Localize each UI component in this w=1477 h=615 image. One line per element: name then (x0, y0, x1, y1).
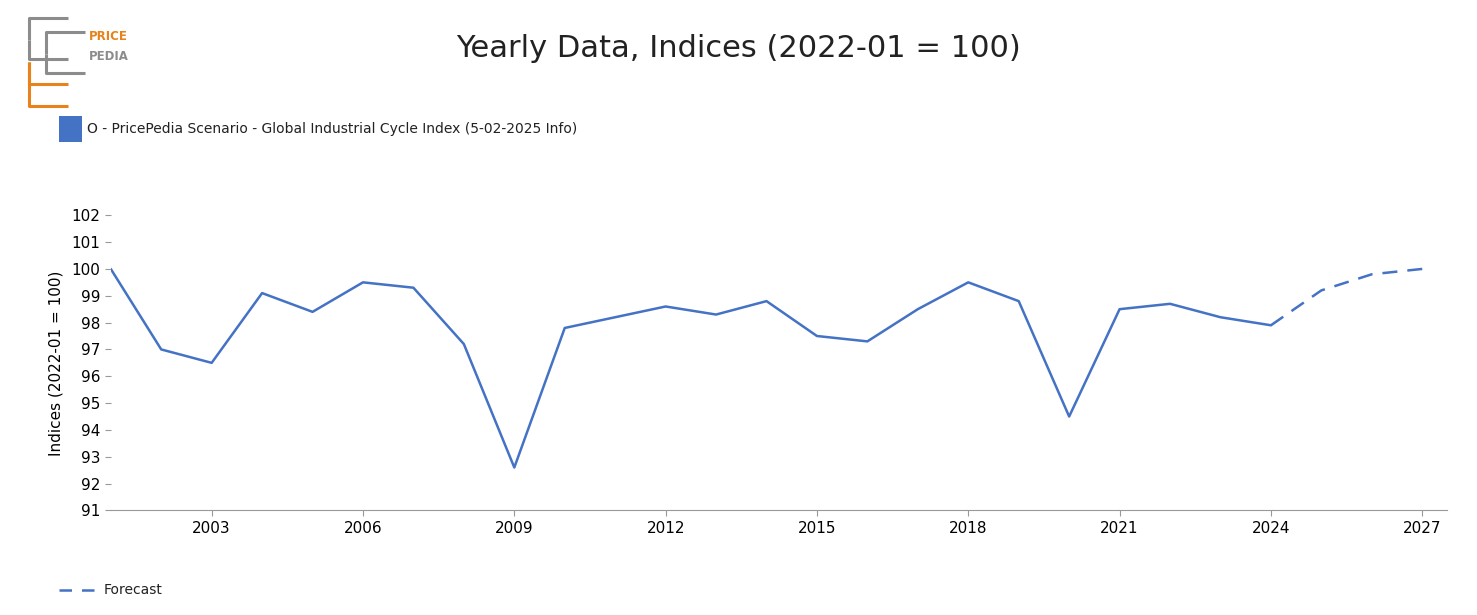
Text: Forecast: Forecast (103, 584, 162, 597)
Text: Yearly Data, Indices (2022-01 = 100): Yearly Data, Indices (2022-01 = 100) (456, 34, 1021, 63)
Y-axis label: Indices (2022-01 = 100): Indices (2022-01 = 100) (49, 270, 64, 456)
Text: O - PricePedia Scenario - Global Industrial Cycle Index (5-02-2025 Info): O - PricePedia Scenario - Global Industr… (87, 122, 578, 136)
Bar (59, 116, 81, 142)
Text: PEDIA: PEDIA (89, 50, 128, 63)
Text: PRICE: PRICE (89, 30, 128, 43)
